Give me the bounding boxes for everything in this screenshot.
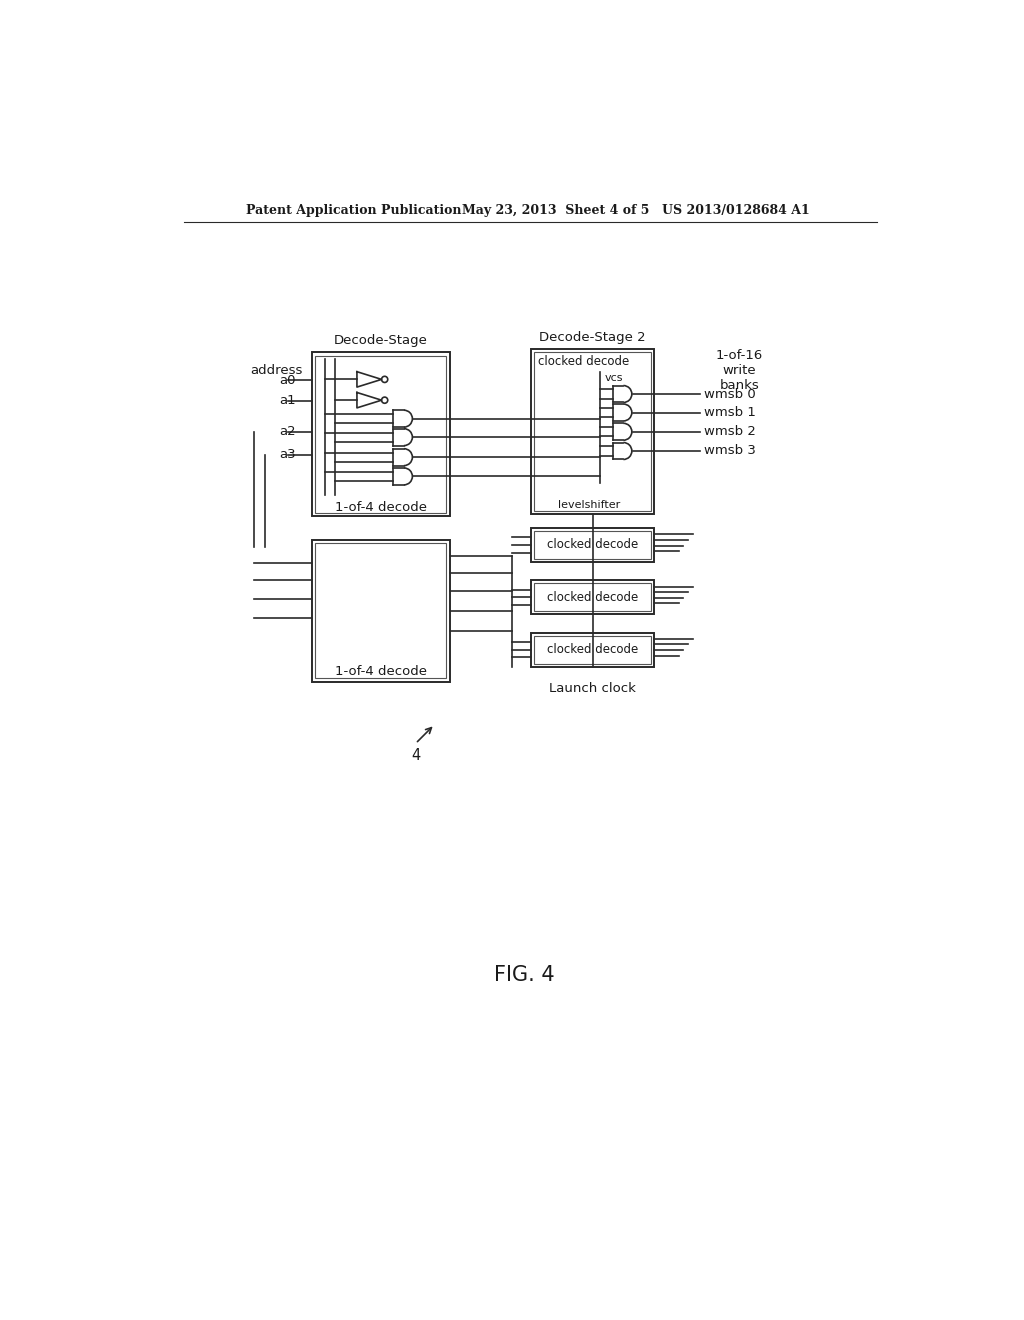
Text: May 23, 2013  Sheet 4 of 5: May 23, 2013 Sheet 4 of 5	[462, 205, 649, 218]
Text: US 2013/0128684 A1: US 2013/0128684 A1	[662, 205, 810, 218]
Text: 1-of-16
write
banks: 1-of-16 write banks	[716, 350, 763, 392]
Bar	[535, 531, 651, 558]
Text: levelshifter: levelshifter	[558, 500, 620, 510]
Text: wmsb 0: wmsb 0	[705, 388, 756, 400]
Bar	[535, 636, 651, 664]
Text: FIG. 4: FIG. 4	[495, 965, 555, 985]
Text: wmsb 2: wmsb 2	[705, 425, 756, 438]
Text: clocked decode: clocked decode	[538, 355, 629, 368]
Bar	[531, 581, 654, 614]
Text: Decode-Stage 2: Decode-Stage 2	[540, 330, 646, 343]
Text: Launch clock: Launch clock	[549, 682, 636, 696]
Bar	[531, 632, 654, 667]
Bar	[311, 352, 451, 516]
Bar	[311, 540, 451, 682]
Text: wmsb 1: wmsb 1	[705, 407, 756, 418]
Text: clocked decode: clocked decode	[547, 591, 638, 603]
Text: a3: a3	[280, 449, 296, 462]
Text: clocked decode: clocked decode	[547, 539, 638, 552]
Bar	[531, 528, 654, 562]
Text: Decode-Stage: Decode-Stage	[334, 334, 428, 347]
Bar	[535, 352, 651, 511]
Text: vcs: vcs	[605, 372, 624, 383]
Text: 1-of-4 decode: 1-of-4 decode	[335, 665, 427, 677]
Bar	[531, 350, 654, 515]
Text: Patent Application Publication: Patent Application Publication	[246, 205, 462, 218]
Bar	[315, 544, 446, 678]
Text: wmsb 3: wmsb 3	[705, 445, 756, 458]
Text: a2: a2	[280, 425, 296, 438]
Bar	[315, 356, 446, 512]
Text: clocked decode: clocked decode	[547, 643, 638, 656]
Text: a1: a1	[280, 395, 296, 408]
Text: 4: 4	[411, 747, 420, 763]
Text: 1-of-4 decode: 1-of-4 decode	[335, 500, 427, 513]
Bar	[535, 583, 651, 611]
Text: a0: a0	[280, 374, 296, 387]
Text: address: address	[250, 363, 302, 376]
